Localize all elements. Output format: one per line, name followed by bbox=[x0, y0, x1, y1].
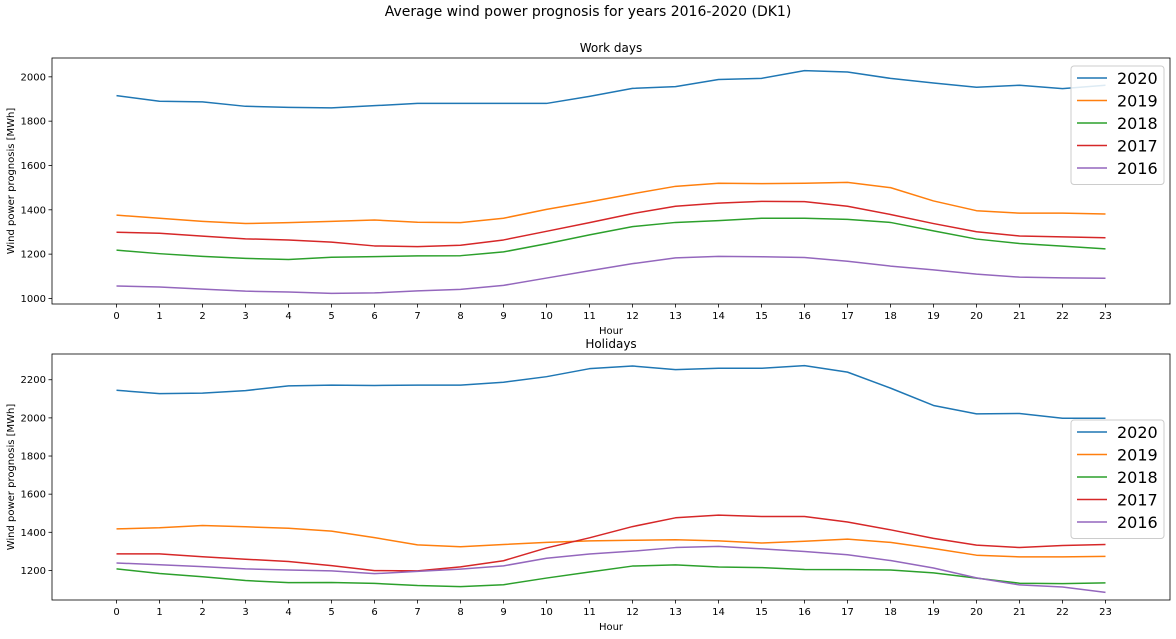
top-x-tick-label: 1 bbox=[156, 311, 162, 322]
top-x-tick-label: 7 bbox=[414, 311, 420, 322]
bottom-series-line-2020 bbox=[116, 364, 1106, 420]
bottom-x-tick-label: 19 bbox=[927, 607, 940, 618]
top-y-tick-label: 1800 bbox=[21, 117, 46, 128]
bottom-x-tick-label: 13 bbox=[669, 607, 682, 618]
top-x-tick-label: 21 bbox=[1013, 311, 1026, 322]
bottom-x-tick-label: 18 bbox=[884, 607, 897, 618]
bottom-y-axis-label: Wind power prognosis [MWh] bbox=[6, 404, 17, 551]
bottom-x-axis-label: Hour bbox=[599, 622, 624, 633]
bottom-x-tick-label: 5 bbox=[328, 607, 334, 618]
top-x-tick-label: 18 bbox=[884, 311, 897, 322]
top-x-tick-label: 22 bbox=[1056, 311, 1069, 322]
bottom-x-tick-label: 11 bbox=[583, 607, 596, 618]
top-x-tick-label: 17 bbox=[841, 311, 854, 322]
bottom-x-tick-label: 15 bbox=[755, 607, 768, 618]
top-x-tick-label: 6 bbox=[371, 311, 377, 322]
top-legend: 2020 2019 2018 2017 2016 bbox=[1070, 65, 1165, 185]
top-x-tick-label: 8 bbox=[457, 311, 463, 322]
top-axes-frame bbox=[51, 57, 1171, 305]
top-x-tick-label: 19 bbox=[927, 311, 940, 322]
bottom-series-line-2018 bbox=[116, 564, 1106, 588]
bottom-x-tick-label: 21 bbox=[1013, 607, 1026, 618]
bottom-chart-title: Holidays bbox=[585, 337, 637, 351]
top-x-tick-label: 20 bbox=[970, 311, 983, 322]
top-x-tick-label: 15 bbox=[755, 311, 768, 322]
top-y-tick-label: 1000 bbox=[21, 294, 46, 305]
top-x-tick-label: 9 bbox=[500, 311, 506, 322]
bottom-x-tick-label: 8 bbox=[457, 607, 463, 618]
bottom-axes-frame bbox=[51, 353, 1171, 601]
bottom-x-tick-label: 20 bbox=[970, 607, 983, 618]
bottom-x-tick-label: 2 bbox=[199, 607, 205, 618]
bottom-x-tick-label: 10 bbox=[540, 607, 553, 618]
top-series-line-2017 bbox=[116, 200, 1106, 248]
top-x-tick-label: 5 bbox=[328, 311, 334, 322]
top-y-tick-label: 1400 bbox=[21, 205, 46, 216]
top-legend-label-2020: 2020 bbox=[1117, 69, 1158, 88]
bottom-y-tick-label: 1800 bbox=[21, 452, 46, 463]
top-y-axis-label: Wind power prognosis [MWh] bbox=[6, 108, 17, 255]
bottom-x-tick-label: 4 bbox=[285, 607, 291, 618]
top-y-tick-label: 2000 bbox=[21, 72, 46, 83]
bottom-x-tick-label: 17 bbox=[841, 607, 854, 618]
bottom-x-tick-label: 0 bbox=[113, 607, 119, 618]
bottom-y-tick-label: 1400 bbox=[21, 528, 46, 539]
bottom-x-tick-label: 22 bbox=[1056, 607, 1069, 618]
bottom-legend-label-2016: 2016 bbox=[1117, 513, 1158, 532]
bottom-y-tick-label: 1600 bbox=[21, 490, 46, 501]
top-x-tick-label: 0 bbox=[113, 311, 119, 322]
top-legend-label-2018: 2018 bbox=[1117, 114, 1158, 133]
top-x-tick-label: 3 bbox=[242, 311, 248, 322]
top-y-tick-label: 1200 bbox=[21, 250, 46, 261]
top-legend-box bbox=[1070, 65, 1165, 185]
bottom-legend-label-2017: 2017 bbox=[1117, 491, 1158, 510]
top-chart-title: Work days bbox=[579, 41, 643, 55]
bottom-y-tick-label: 1200 bbox=[21, 566, 46, 577]
top-x-tick-label: 13 bbox=[669, 311, 682, 322]
top-x-tick-label: 11 bbox=[583, 311, 596, 322]
top-y-tick-label: 1600 bbox=[21, 161, 46, 172]
top-series-line-2019 bbox=[116, 181, 1106, 225]
top-series-line-2016 bbox=[116, 255, 1106, 295]
top-x-tick-label: 14 bbox=[712, 311, 725, 322]
bottom-plot: 0 1 2 3 4 5 6 7 8 9 10 11 12 13 14 15 16 17 18 19 20 21 22 2312… bbox=[6, 353, 1171, 633]
bottom-y-tick-label: 2200 bbox=[21, 375, 46, 386]
top-legend-label-2019: 2019 bbox=[1117, 92, 1158, 111]
bottom-x-tick-label: 12 bbox=[626, 607, 639, 618]
top-legend-label-2016: 2016 bbox=[1117, 159, 1158, 178]
bottom-x-tick-label: 3 bbox=[242, 607, 248, 618]
bottom-x-tick-label: 9 bbox=[500, 607, 506, 618]
top-x-axis-label: Hour bbox=[599, 326, 624, 337]
bottom-legend-label-2020: 2020 bbox=[1117, 423, 1158, 442]
bottom-x-tick-label: 14 bbox=[712, 607, 725, 618]
bottom-legend-label-2018: 2018 bbox=[1117, 468, 1158, 487]
top-series-line-2018 bbox=[116, 217, 1106, 261]
top-x-tick-label: 12 bbox=[626, 311, 639, 322]
bottom-legend-label-2019: 2019 bbox=[1117, 446, 1158, 465]
top-x-tick-label: 16 bbox=[798, 311, 811, 322]
bottom-x-tick-label: 6 bbox=[371, 607, 377, 618]
top-x-tick-label: 10 bbox=[540, 311, 553, 322]
top-legend-label-2017: 2017 bbox=[1117, 137, 1158, 156]
bottom-x-tick-label: 1 bbox=[156, 607, 162, 618]
bottom-x-tick-label: 7 bbox=[414, 607, 420, 618]
top-series-line-2020 bbox=[116, 69, 1106, 109]
bottom-y-tick-label: 2000 bbox=[21, 413, 46, 424]
bottom-series-line-2019 bbox=[116, 524, 1106, 558]
bottom-legend: 2020 2019 2018 2017 2016 bbox=[1070, 419, 1165, 539]
bottom-series-line-2016 bbox=[116, 545, 1106, 594]
top-x-tick-label: 23 bbox=[1099, 311, 1112, 322]
bottom-legend-box bbox=[1070, 419, 1165, 539]
bottom-series-line-2017 bbox=[116, 514, 1106, 572]
bottom-x-tick-label: 16 bbox=[798, 607, 811, 618]
top-plot: 0 1 2 3 4 5 6 7 8 9 10 11 12 13 14 15 16 17 18 19 20 21 22 2310… bbox=[6, 57, 1171, 337]
top-x-tick-label: 2 bbox=[199, 311, 205, 322]
bottom-x-tick-label: 23 bbox=[1099, 607, 1112, 618]
figure-title: Average wind power prognosis for years 2… bbox=[384, 4, 792, 20]
top-x-tick-label: 4 bbox=[285, 311, 291, 322]
